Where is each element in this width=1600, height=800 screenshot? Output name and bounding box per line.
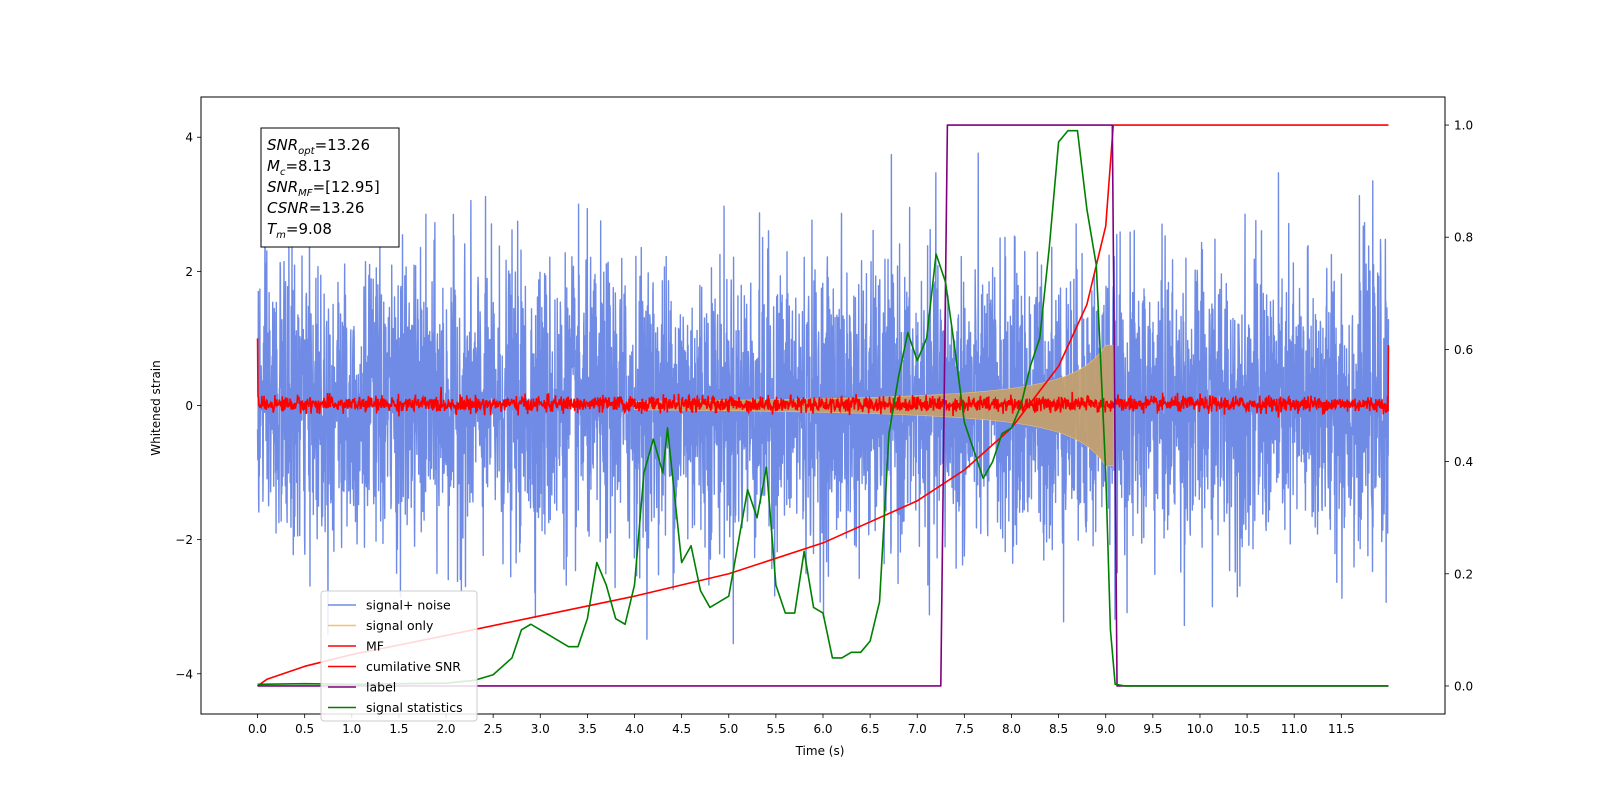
y2-tick-label: 0.8 [1454, 231, 1473, 245]
legend: signal+ noise signal only MF cumilative SNR… [320, 590, 478, 722]
annotation-line: SNRopt=13.26 [267, 136, 370, 157]
x-tick-label: 7.0 [908, 722, 927, 736]
y2-tick-label: 0.4 [1454, 455, 1473, 469]
x-tick-label: 9.0 [1096, 722, 1115, 736]
annotation-line: Tm=9.08 [267, 220, 332, 241]
x-tick-label: 0.5 [295, 722, 314, 736]
annotation-line: Mc=8.13 [267, 157, 331, 178]
x-tick-label: 5.5 [766, 722, 785, 736]
legend-entry: signal only [366, 618, 434, 633]
x-tick-label: 8.0 [1002, 722, 1021, 736]
y-tick-label: 0 [185, 399, 193, 413]
x-tick-label: 0.0 [248, 722, 267, 736]
y2-tick-label: 0.2 [1454, 567, 1473, 581]
x-tick-label: 10.5 [1234, 722, 1261, 736]
x-tick-label: 1.5 [389, 722, 408, 736]
annotation-line: CSNR=13.26 [267, 199, 364, 217]
x-tick-label: 4.0 [625, 722, 644, 736]
x-tick-label: 8.5 [1049, 722, 1068, 736]
y-tick-label: 2 [185, 265, 193, 279]
legend-entry: signal+ noise [366, 598, 451, 613]
mf-line [256, 338, 1390, 418]
x-tick-label: 11.0 [1281, 722, 1308, 736]
x-tick-label: 4.5 [672, 722, 691, 736]
plot-layer [256, 124, 1390, 687]
x-tick-label: 9.5 [1143, 722, 1162, 736]
y-tick-label: −4 [175, 667, 193, 681]
x-tick-label: 7.5 [955, 722, 974, 736]
y2-tick-label: 1.0 [1454, 119, 1473, 133]
legend-entry: cumilative SNR [366, 659, 461, 674]
x-tick-label: 3.0 [531, 722, 550, 736]
legend-entry: signal statistics [366, 700, 463, 715]
x-tick-label: 2.5 [484, 722, 503, 736]
annotation-line: SNRMF=[12.95] [267, 178, 380, 199]
x-tick-label: 1.0 [342, 722, 361, 736]
annotation-box: SNRopt=13.26Mc=8.13SNRMF=[12.95]CSNR=13.… [260, 127, 400, 248]
legend-entry: MF [366, 639, 384, 654]
legend-frame [320, 590, 478, 722]
legend-entry: label [366, 680, 396, 695]
y2-tick-label: 0.0 [1454, 679, 1473, 693]
x-tick-label: 6.0 [813, 722, 832, 736]
y-tick-label: 4 [185, 131, 193, 145]
x-tick-label: 5.0 [719, 722, 738, 736]
axes-layer: 0.0 0.5 1.0 1.5 2.0 2.5 3.0 3.5 4.0 4.5 5.0 5.5 6.0 6… [175, 96, 1473, 736]
signal-statistics-line [257, 129, 1389, 687]
x-axis-label: Time (s) [795, 744, 845, 758]
x-tick-label: 10.0 [1187, 722, 1214, 736]
x-tick-label: 3.5 [578, 722, 597, 736]
x-tick-label: 11.5 [1328, 722, 1355, 736]
x-tick-label: 2.0 [436, 722, 455, 736]
y2-tick-label: 0.6 [1454, 343, 1473, 357]
signal-noise-line [256, 152, 1390, 645]
x-tick-label: 6.5 [861, 722, 880, 736]
y-axis-label: Whitened strain [149, 360, 163, 456]
y-tick-label: −2 [175, 533, 193, 547]
annotation-box-frame [260, 127, 400, 248]
